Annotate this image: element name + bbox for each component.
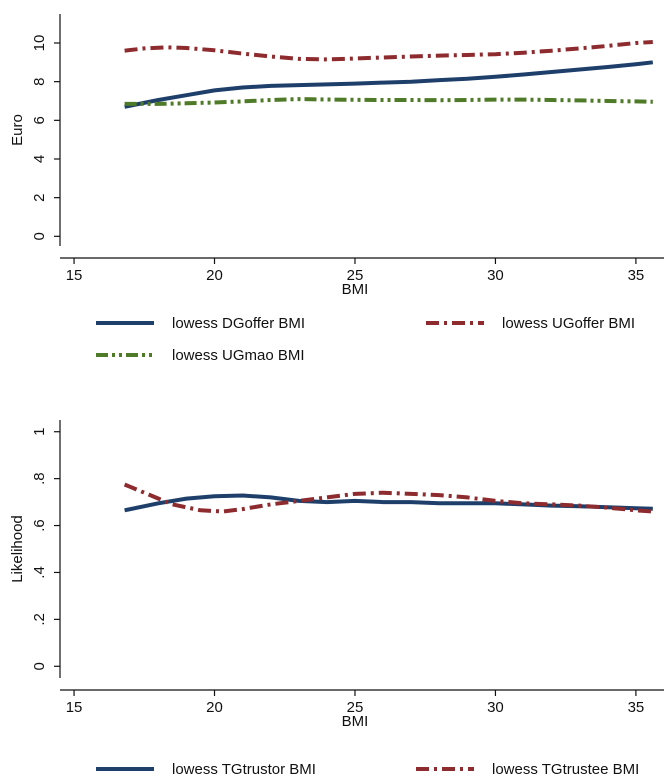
legend-label: lowess UGmao BMI xyxy=(172,347,305,364)
legend-label: lowess DGoffer BMI xyxy=(172,315,305,332)
x-tick-label: 15 xyxy=(66,267,83,284)
y-tick-label: 0 xyxy=(31,232,48,240)
x-axis-title: BMI xyxy=(342,713,369,730)
legend-label: lowess TGtrustee BMI xyxy=(492,761,639,778)
series-line-3 xyxy=(124,97,653,106)
likelihood-chart: 15 20 25 30 35 BMI 0 .2 .4 .6 .8 1 Likelihood lowess … xyxy=(9,420,664,778)
y-tick-label: .2 xyxy=(31,613,48,626)
y-tick-label: 8 xyxy=(31,77,48,85)
y-axis-title: Euro xyxy=(9,114,26,146)
y-tick-label: .6 xyxy=(31,519,48,532)
legend-label: lowess TGtrustor BMI xyxy=(172,761,316,778)
y-tick-label: 4 xyxy=(31,155,48,163)
series-line-1 xyxy=(124,60,654,109)
series-line-2 xyxy=(123,482,653,514)
euro-chart: 15 20 25 30 35 BMI 0 2 4 6 8 10 Euro lowess DGoffer B… xyxy=(9,14,664,364)
y-tick-label: .4 xyxy=(31,566,48,579)
x-tick-label: 25 xyxy=(347,267,364,284)
y-tick-label: 1 xyxy=(31,428,48,436)
y-tick-label: 10 xyxy=(31,35,48,52)
y-tick-label: .8 xyxy=(31,472,48,485)
x-tick-label: 30 xyxy=(487,699,504,716)
x-tick-label: 35 xyxy=(628,267,645,284)
y-tick-label: 6 xyxy=(31,116,48,124)
x-tick-label: 30 xyxy=(487,267,504,284)
x-tick-label: 20 xyxy=(206,267,223,284)
y-tick-label: 2 xyxy=(31,193,48,201)
y-tick-label: 0 xyxy=(31,662,48,670)
x-tick-label: 35 xyxy=(628,699,645,716)
legend-label: lowess UGoffer BMI xyxy=(502,315,635,332)
series-line-1 xyxy=(124,493,653,513)
x-tick-label: 20 xyxy=(206,699,223,716)
series-line-2 xyxy=(124,40,653,62)
x-axis-title: BMI xyxy=(342,281,369,298)
x-tick-label: 25 xyxy=(347,699,364,716)
x-tick-label: 15 xyxy=(66,699,83,716)
y-axis-title: Likelihood xyxy=(9,515,26,583)
